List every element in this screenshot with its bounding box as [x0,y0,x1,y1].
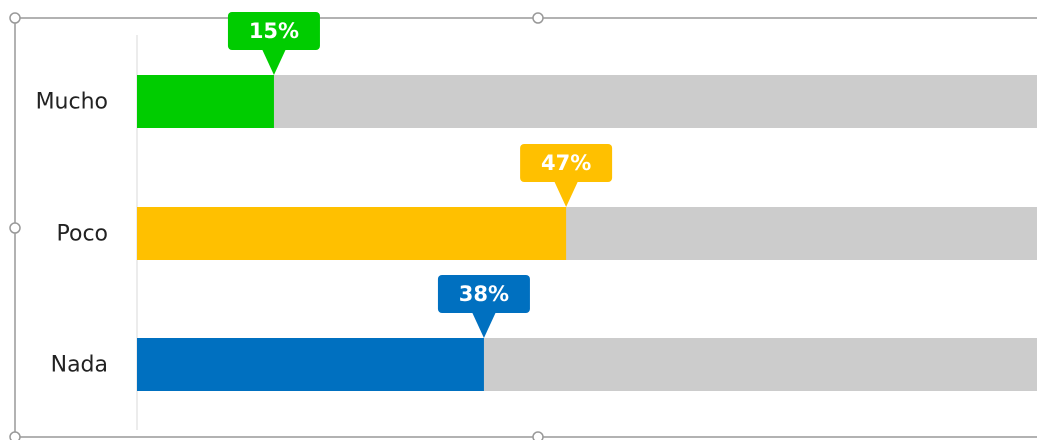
callout-box [520,144,613,182]
bar-track [137,75,1037,128]
bar [137,338,484,391]
selection-frame [9,12,1037,440]
category-label: Mucho [36,90,108,115]
callout-pointer [261,49,286,75]
bar [137,75,274,128]
category-label: Poco [57,222,109,247]
handle[interactable] [9,222,21,234]
category-label: Nada [51,353,108,378]
value-label: 15% [249,19,299,43]
callout-pointer [554,181,579,207]
handle[interactable] [9,431,21,440]
callout-pointer [471,312,496,338]
callout-box [437,275,530,313]
handle[interactable] [532,12,544,24]
bar [137,207,567,260]
handle[interactable] [532,431,544,440]
handle[interactable] [9,12,21,24]
value-label: 47% [541,151,591,175]
value-label: 38% [459,282,509,306]
callout-box [227,12,320,50]
